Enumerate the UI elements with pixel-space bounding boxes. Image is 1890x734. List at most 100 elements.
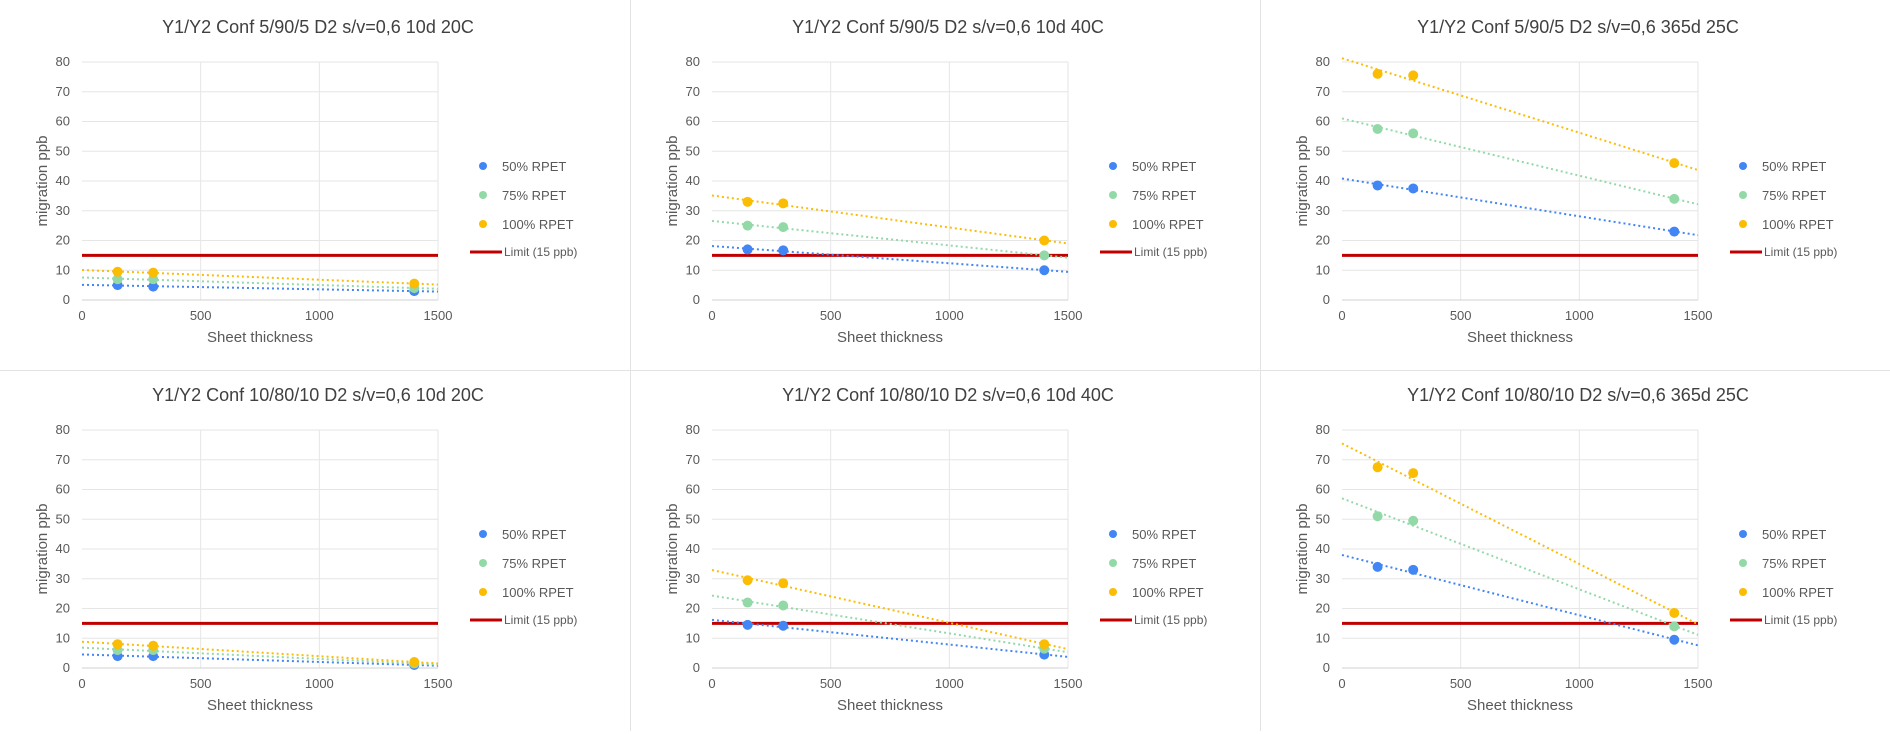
legend-label: 100% RPET	[1762, 217, 1834, 232]
data-point	[148, 640, 159, 651]
gridlines	[712, 61, 1069, 301]
legend: 50% RPET 75% RPET 100% RPET Limit (15 ppb)	[470, 527, 577, 627]
y-axis-title: migration ppb	[1294, 136, 1311, 227]
legend: 50% RPET 75% RPET 100% RPET Limit (15 ppb)	[1100, 159, 1207, 259]
legend-marker	[1109, 530, 1117, 538]
x-tick-label: 1500	[1054, 676, 1083, 691]
y-tick-label: 40	[56, 541, 70, 556]
x-tick-label: 500	[820, 676, 842, 691]
chart-title: Y1/Y2 Conf 5/90/5 D2 s/v=0,6 10d 40C	[792, 17, 1104, 37]
data-point	[112, 639, 123, 650]
y-tick-label: 60	[686, 482, 700, 497]
x-tick-label: 1000	[1565, 308, 1594, 323]
data-point	[742, 619, 753, 630]
legend-marker	[1739, 530, 1747, 538]
gridlines	[82, 61, 439, 301]
y-tick-label: 80	[56, 54, 70, 69]
y-tick-label: 60	[1316, 114, 1330, 129]
y-tick-label: 10	[56, 630, 70, 645]
y-tick-label: 70	[1316, 452, 1330, 467]
x-tick-label: 1000	[935, 308, 964, 323]
x-axis-title: Sheet thickness	[1467, 329, 1573, 346]
y-axis-title: migration ppb	[664, 504, 681, 595]
chart-panel: Y1/Y2 Conf 5/90/5 D2 s/v=0,6 10d 40C 0 10 2…	[630, 0, 1260, 366]
vertical-divider	[1260, 0, 1261, 731]
gridlines	[1342, 61, 1699, 301]
data-point	[1669, 226, 1680, 237]
y-tick-label: 10	[686, 262, 700, 277]
data-point	[742, 597, 753, 608]
data-point	[148, 267, 159, 278]
y-tick-label: 40	[686, 541, 700, 556]
x-tick-label: 0	[708, 308, 715, 323]
legend-label: 75% RPET	[502, 556, 566, 571]
trendline	[1341, 497, 1699, 636]
data-point	[1669, 621, 1680, 632]
trendline	[81, 640, 439, 665]
legend-label: 50% RPET	[1132, 159, 1196, 174]
y-tick-label: 60	[686, 114, 700, 129]
data-point	[1372, 68, 1383, 79]
data-point	[1669, 158, 1680, 169]
y-tick-label: 0	[693, 660, 700, 675]
trendline	[81, 646, 439, 666]
y-tick-label: 20	[686, 233, 700, 248]
legend-label: 75% RPET	[1762, 556, 1826, 571]
trendline	[81, 269, 439, 286]
legend: 50% RPET 75% RPET 100% RPET Limit (15 ppb)	[1730, 159, 1837, 259]
y-tick-label: 70	[56, 452, 70, 467]
series-1	[1341, 554, 1699, 647]
y-tick-label: 0	[1323, 660, 1330, 675]
horizontal-divider	[0, 370, 1890, 371]
y-tick-label: 60	[56, 114, 70, 129]
chart-svg: Y1/Y2 Conf 10/80/10 D2 s/v=0,6 365d 25C 0…	[1294, 385, 1837, 714]
legend-marker	[1109, 220, 1117, 228]
series-3	[81, 266, 439, 289]
legend-label: 50% RPET	[1762, 527, 1826, 542]
legend-marker	[1109, 162, 1117, 170]
x-tick-label: 1500	[1684, 308, 1713, 323]
legend: 50% RPET 75% RPET 100% RPET Limit (15 ppb)	[470, 159, 577, 259]
legend-label: Limit (15 ppb)	[1764, 245, 1837, 259]
y-tick-label: 30	[1316, 203, 1330, 218]
legend-label: 50% RPET	[502, 527, 566, 542]
legend-marker	[479, 559, 487, 567]
y-tick-label: 70	[1316, 84, 1330, 99]
y-tick-label: 70	[686, 84, 700, 99]
y-tick-label: 20	[1316, 601, 1330, 616]
y-tick-label: 30	[1316, 571, 1330, 586]
data-point	[1372, 462, 1383, 473]
trendline	[711, 194, 1069, 245]
legend-marker	[1109, 588, 1117, 596]
y-axis-title: migration ppb	[1294, 504, 1311, 595]
y-tick-label: 50	[686, 511, 700, 526]
legend-label: 50% RPET	[1132, 527, 1196, 542]
x-tick-label: 1500	[1684, 676, 1713, 691]
legend-marker	[1739, 220, 1747, 228]
x-tick-label: 0	[78, 676, 85, 691]
series-2	[81, 645, 439, 669]
chart-svg: Y1/Y2 Conf 5/90/5 D2 s/v=0,6 10d 40C 0 10 2…	[664, 17, 1207, 346]
y-tick-label: 80	[686, 54, 700, 69]
y-tick-label: 30	[686, 203, 700, 218]
vertical-divider	[630, 0, 631, 731]
data-point	[1372, 123, 1383, 134]
data-point	[742, 575, 753, 586]
y-tick-label: 50	[56, 511, 70, 526]
data-point	[1372, 511, 1383, 522]
x-tick-label: 1500	[1054, 308, 1083, 323]
series-1	[81, 651, 439, 671]
legend-marker	[1109, 191, 1117, 199]
legend-marker	[1739, 588, 1747, 596]
data-point	[1408, 70, 1419, 81]
y-tick-label: 80	[686, 422, 700, 437]
legend-marker	[479, 530, 487, 538]
series-2	[711, 219, 1069, 261]
y-tick-label: 20	[1316, 233, 1330, 248]
y-tick-label: 40	[1316, 541, 1330, 556]
x-tick-label: 0	[1338, 676, 1345, 691]
trendline	[711, 594, 1069, 654]
y-axis-title: migration ppb	[664, 136, 681, 227]
data-point	[742, 244, 753, 255]
